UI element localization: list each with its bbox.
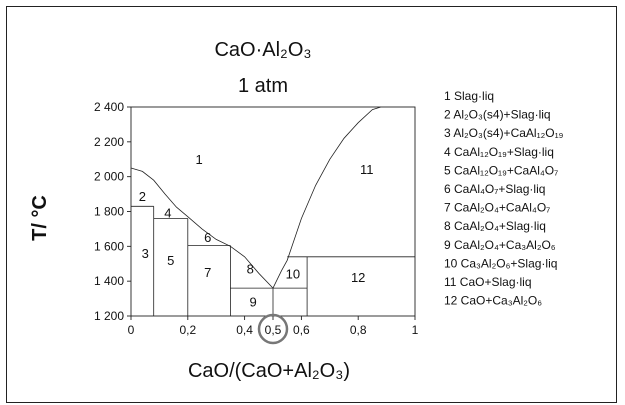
region-label-1: 1 [196,152,203,167]
x-axis-label: CaO/(CaO+Al₂O₃) [188,360,350,382]
phase-boundary-liquidus-left [130,167,274,289]
x-tick-label: 0,8 [350,323,367,337]
region-label-3: 3 [142,246,149,261]
legend-entry-6: 6 CaAl₄O₇+Slag·liq [444,182,545,196]
legend-entry-5: 5 CaAl₁₂O₁₉+CaAl₄O₇ [444,163,558,177]
legend: 1 Slag·liq 2 Al₂O₃(s4)+Slag·liq 3 Al₂O₃(s4… [444,89,564,308]
legend-entry-12: 12 CaO+Ca₃Al₂O₆ [444,294,542,308]
y-axis-label: T/ °C [29,195,51,241]
y-tick-label: 1 200 [94,309,124,323]
legend-entry-10: 10 Ca₃Al₂O₆+Slag·liq [444,256,557,270]
y-tick-label: 1 800 [94,205,124,219]
region-label-12: 12 [351,270,365,285]
plot-border [130,106,416,317]
region-label-2: 2 [139,189,146,204]
legend-entry-11: 11 CaO+Slag·liq [444,275,532,289]
region-label-11: 11 [360,162,374,177]
region-label-9: 9 [250,295,257,310]
y-tick-label: 2 200 [94,135,124,149]
y-tick-label: 1 400 [94,274,124,288]
region-label-8: 8 [247,261,254,276]
legend-entry-1: 1 Slag·liq [444,89,494,103]
region-label-10: 10 [286,267,300,282]
x-tick-label: 0 [128,323,135,337]
legend-entry-3: 3 Al₂O₃(s4)+CaAl₁₂O₁₉ [444,126,564,140]
highlight-circle [257,313,289,345]
x-tick-label: 0,2 [179,323,196,337]
legend-entry-4: 4 CaAl₁₂O₁₉+Slag·liq [444,145,554,159]
legend-entry-8: 8 CaAl₂O₄+Slag·liq [444,219,546,233]
x-tick-label: 0,5 [265,323,282,337]
legend-entry-9: 9 CaAl₂O₄+Ca₃Al₂O₆ [444,238,556,252]
chart-title-line-1: CaO·Al₂O₃ [214,39,311,61]
legend-entry-2: 2 Al₂O₃(s4)+Slag·liq [444,108,551,122]
chart-title-line-2: 1 atm [238,75,288,97]
legend-entry-7: 7 CaAl₂O₄+CaAl₄O₇ [444,201,550,215]
y-tick-label: 1 600 [94,239,124,253]
figure-frame [6,6,617,403]
x-tick-label: 1 [412,323,419,337]
region-label-6: 6 [204,230,211,245]
phase-boundary-liquidus-right [272,106,382,289]
axis-ticks: 0 0,2 0,4 0,5 0,6 0,8 1 1 200 1 400 1 600 1 800 2 0… [94,100,419,345]
region-label-4: 4 [164,206,171,221]
region-label-7: 7 [204,265,211,280]
plot-area [130,106,416,317]
x-tick-label: 0,4 [236,323,253,337]
x-tick-label: 0,6 [293,323,310,337]
region-label-5: 5 [167,253,174,268]
y-tick-label: 2 000 [94,170,124,184]
y-tick-label: 2 400 [94,100,124,114]
